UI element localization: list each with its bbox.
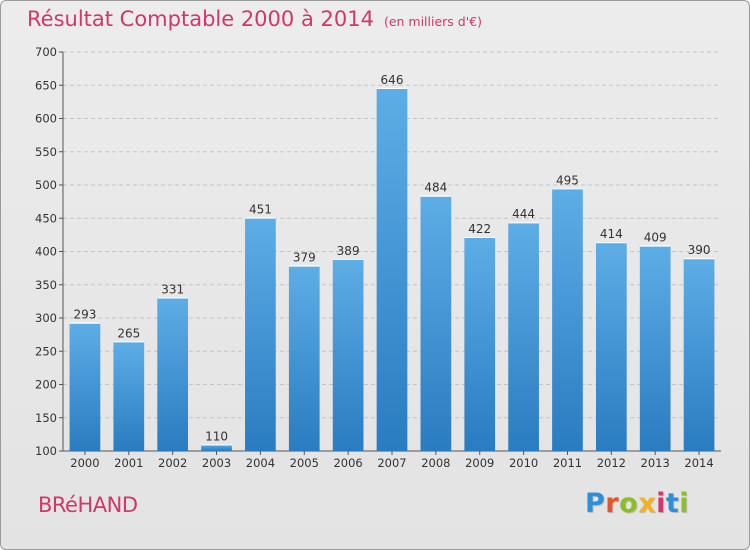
- value-label: 293: [73, 308, 96, 322]
- y-tick-label: 500: [35, 178, 57, 192]
- x-tick-label: 2008: [421, 456, 450, 470]
- y-tick-label: 300: [35, 311, 57, 325]
- logo-letter: r: [605, 488, 620, 519]
- value-label: 331: [161, 282, 184, 296]
- x-tick-label: 2011: [553, 456, 582, 470]
- logo-letter: x: [638, 488, 657, 519]
- bar-2009: [464, 236, 496, 451]
- logo-letter: P: [585, 488, 606, 519]
- x-tick-label: 2007: [377, 456, 406, 470]
- x-tick-label: 2006: [333, 456, 362, 470]
- labels: 100 150 200 250 300 350 400 450 500 550 600 650 700 2…: [35, 45, 714, 470]
- value-label: 110: [205, 429, 228, 443]
- x-tick-label: 2004: [246, 456, 275, 470]
- x-tick-label: 2001: [114, 456, 143, 470]
- bar-2005: [288, 265, 320, 451]
- bar-2002: [157, 297, 189, 451]
- y-tick-label: 550: [35, 145, 57, 159]
- bar-2014: [683, 258, 715, 451]
- value-label: 422: [468, 222, 491, 236]
- value-label: 409: [644, 231, 667, 245]
- bar-2004: [245, 217, 276, 451]
- y-tick-label: 100: [35, 444, 57, 458]
- bar-2007: [376, 87, 408, 451]
- x-tick-label: 2012: [597, 456, 626, 470]
- logo-letter: o: [619, 488, 639, 519]
- y-tick-label: 700: [35, 45, 57, 59]
- value-label: 646: [381, 73, 404, 87]
- bar-2012: [595, 242, 627, 451]
- bar-2011: [552, 188, 583, 451]
- bar-2003: [201, 444, 232, 451]
- value-label: 451: [249, 203, 272, 217]
- x-tick-label: 2000: [70, 456, 99, 470]
- x-tick-label: 2002: [158, 456, 187, 470]
- y-tick-label: 650: [35, 78, 57, 92]
- y-tick-label: 150: [35, 411, 57, 425]
- x-tick-label: 2003: [202, 456, 231, 470]
- chart-title: Résultat Comptable 2000 à 2014 (en millie…: [27, 7, 482, 31]
- chart-title-text: Résultat Comptable 2000 à 2014: [27, 7, 374, 31]
- value-label: 389: [337, 244, 360, 258]
- value-label: 495: [556, 173, 579, 187]
- chart-subtitle: (en milliers d'€): [383, 14, 482, 29]
- y-tick-label: 400: [35, 245, 57, 259]
- x-tick-label: 2005: [290, 456, 319, 470]
- logo-letter: i: [679, 488, 690, 519]
- value-label: 484: [424, 181, 447, 195]
- bar-2013: [639, 245, 671, 451]
- logo-letter: i: [656, 488, 666, 519]
- bar-2000: [69, 322, 101, 451]
- x-tick-label: 2009: [465, 456, 494, 470]
- y-tick-label: 200: [35, 378, 57, 392]
- value-label: 265: [117, 326, 140, 340]
- x-tick-label: 2013: [641, 456, 670, 470]
- value-label: 414: [600, 227, 623, 241]
- logo-letter: t: [665, 488, 680, 519]
- value-label: 444: [512, 207, 535, 221]
- bar-2006: [332, 258, 364, 451]
- value-label: 379: [293, 250, 316, 264]
- x-tick-label: 2010: [509, 456, 538, 470]
- value-label: 390: [688, 243, 711, 257]
- bar-2010: [508, 222, 539, 451]
- y-tick-label: 250: [35, 344, 57, 358]
- y-tick-label: 600: [35, 112, 57, 126]
- bar-2008: [420, 195, 452, 451]
- bar-2001: [113, 341, 145, 451]
- y-tick-label: 350: [35, 278, 57, 292]
- proxiti-logo: Proxiti: [585, 488, 689, 519]
- commune-name: BRéHAND: [38, 493, 138, 517]
- y-tick-label: 450: [35, 211, 57, 225]
- x-tick-label: 2014: [684, 456, 713, 470]
- bars: [69, 87, 715, 451]
